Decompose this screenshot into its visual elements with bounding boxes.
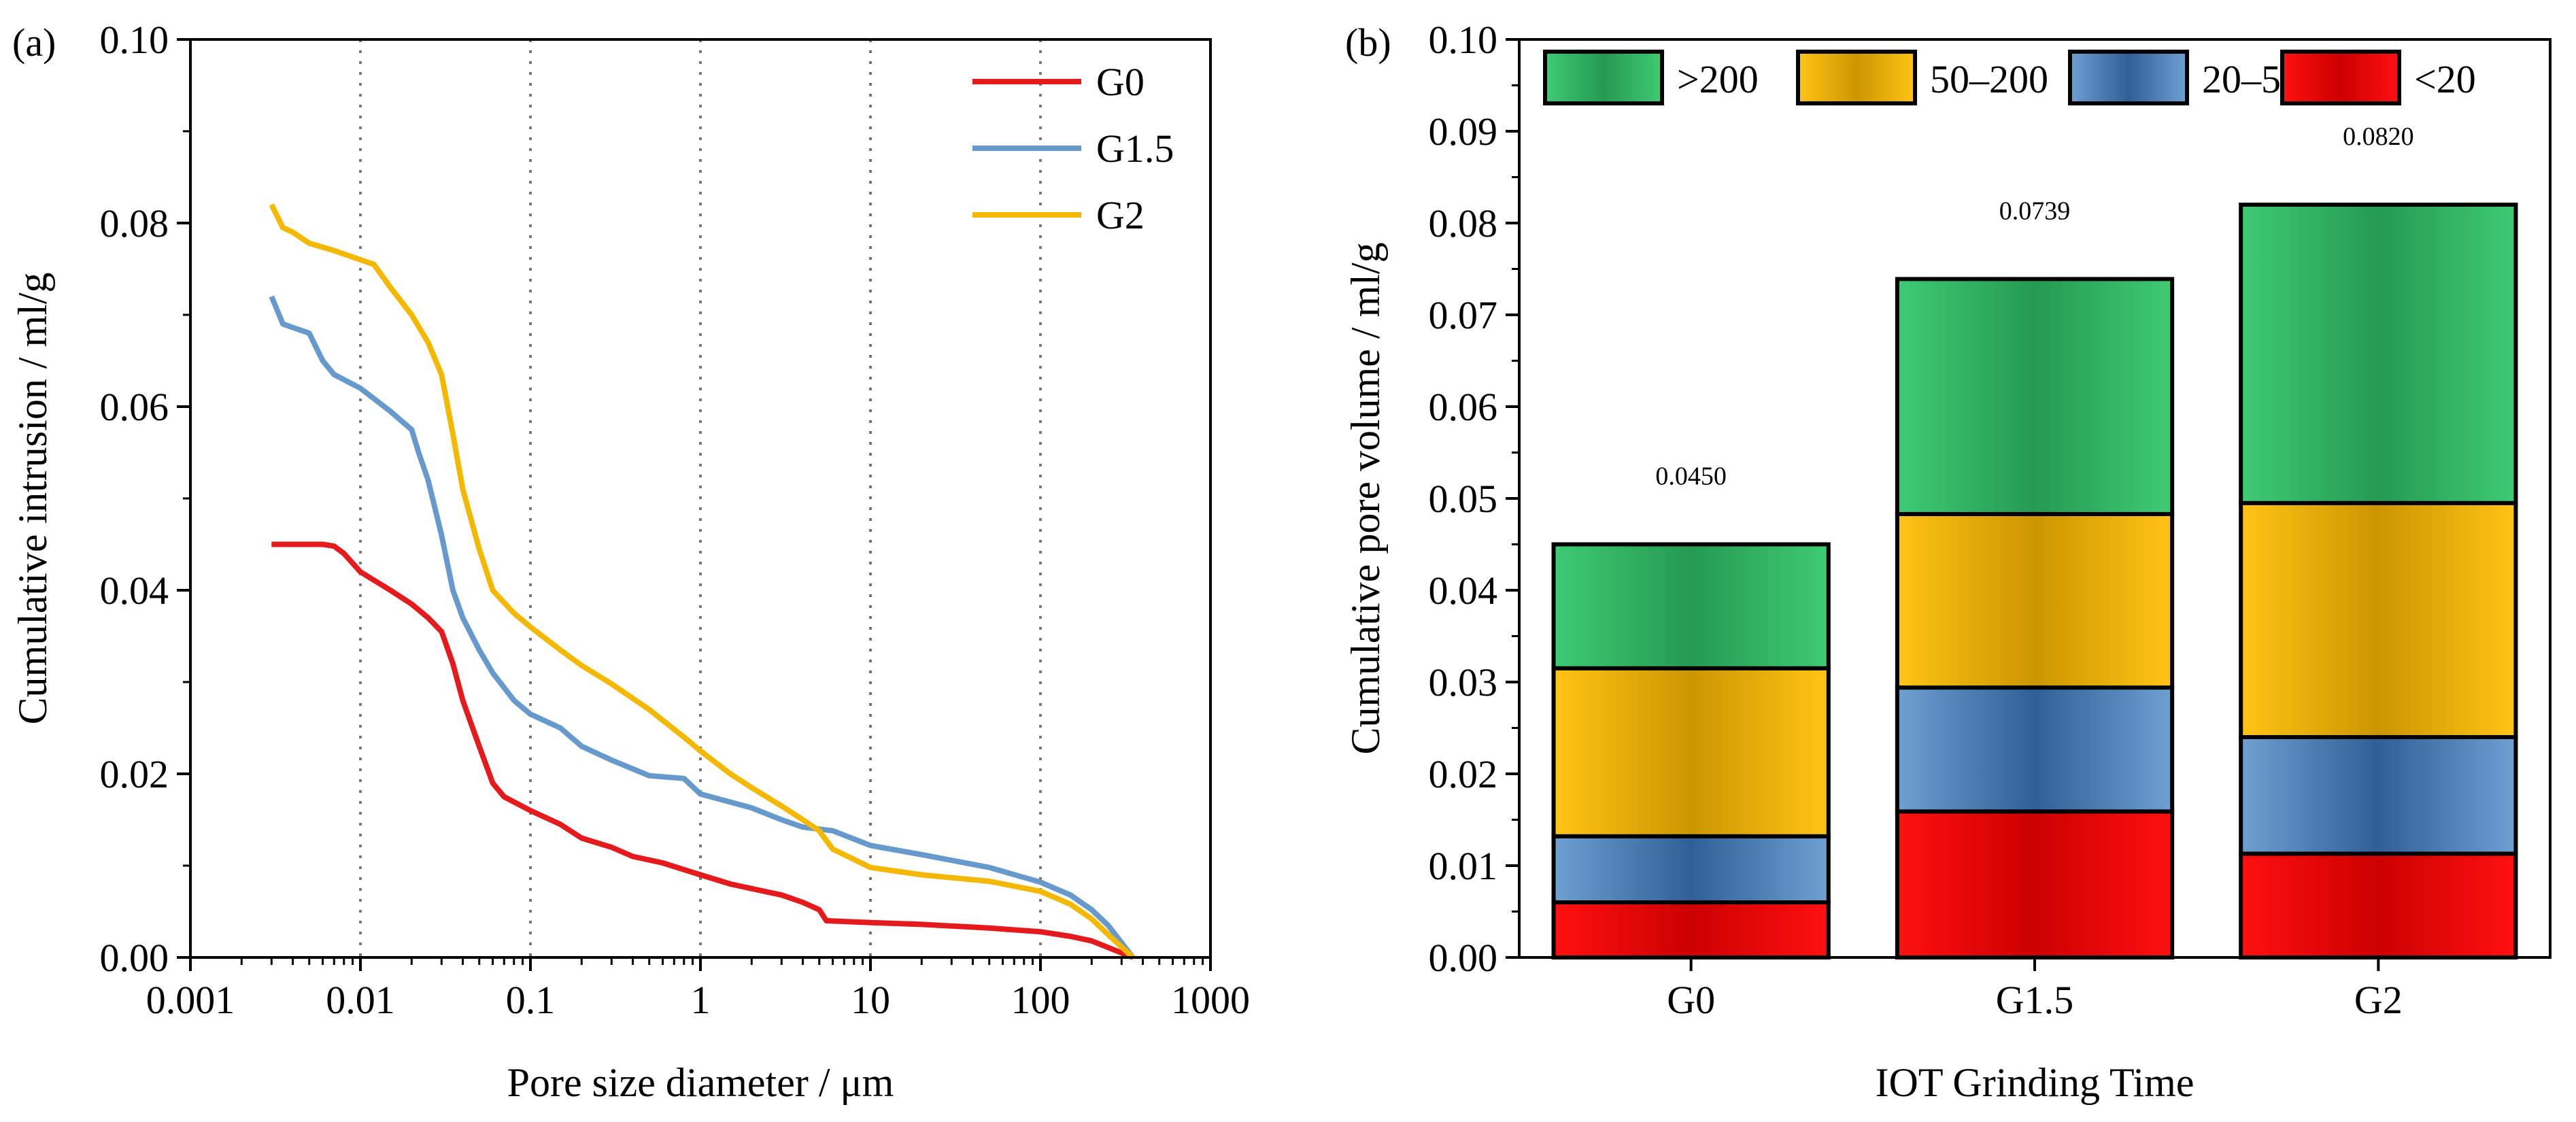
x-tick-label: G1.5 bbox=[1996, 978, 2073, 1022]
panel-a-y-axis-title: Cumulative intrusion / ml/g bbox=[10, 273, 55, 725]
legend-swatch-20–50 bbox=[2068, 50, 2189, 105]
panel-a-legend: G0 G1.5 G2 bbox=[972, 60, 1174, 237]
x-tick-label: G0 bbox=[1667, 978, 1715, 1022]
panel-b-bars bbox=[1551, 203, 2518, 959]
y-tick-label: 0.06 bbox=[100, 385, 169, 429]
bar-segment-G1.5->200 bbox=[1895, 277, 2175, 516]
panel-a-series-lines bbox=[269, 203, 1136, 960]
y-tick-label: 0.05 bbox=[1429, 477, 1498, 521]
series-line-G2 bbox=[269, 203, 1135, 959]
legend-label-G0: G0 bbox=[1096, 60, 1145, 104]
total-value-label: 0.0450 bbox=[1655, 462, 1727, 491]
bar-segment-G1.5-50–200 bbox=[1895, 511, 2175, 690]
y-tick-label: 0.02 bbox=[100, 752, 169, 796]
panel-b-x-axis: G0 G1.5 G2 bbox=[1667, 957, 2403, 1022]
bar-segment-G1.5-<20 bbox=[1895, 809, 2175, 959]
series-line-G1.5 bbox=[269, 295, 1136, 959]
legend-label->200: >200 bbox=[1677, 57, 1759, 101]
y-tick-label: 0.04 bbox=[100, 568, 169, 613]
y-tick-label: 0.09 bbox=[1429, 109, 1498, 154]
x-tick-label: 1000 bbox=[1171, 978, 1250, 1022]
x-tick-label: 0.001 bbox=[146, 978, 235, 1022]
panel-a-label: (a) bbox=[12, 20, 56, 65]
y-tick-label: 0.08 bbox=[1429, 201, 1498, 245]
legend-swatch-<20 bbox=[2280, 50, 2401, 105]
y-tick-label: 0.01 bbox=[1429, 844, 1498, 888]
x-tick-label: 0.01 bbox=[326, 978, 395, 1022]
bar-segment-G0-<20 bbox=[1551, 900, 1831, 959]
panel-a-x-axis-title: Pore size diameter / μm bbox=[507, 1060, 894, 1105]
legend-label-50–200: 50–200 bbox=[1930, 57, 2048, 101]
legend-label-G1.5: G1.5 bbox=[1096, 126, 1174, 171]
legend-swatch-50–200 bbox=[1796, 50, 1917, 105]
series-line-G0 bbox=[271, 541, 1134, 960]
y-tick-label: 0.04 bbox=[1429, 568, 1498, 613]
y-tick-label: 0.07 bbox=[1429, 293, 1498, 337]
panel-b-stacked-bar-chart: (b) 0.0450 0.0739 0.0820 G0 G1.5 G2 0.00 0.01… bbox=[1343, 18, 2552, 1105]
panel-a-y-axis: 0.00 0.02 0.04 0.06 0.08 0.10 bbox=[100, 18, 190, 980]
bar-segment-G1.5-20–50 bbox=[1895, 685, 2175, 814]
panel-a-x-axis: 0.001 0.01 0.1 1 10 100 1000 bbox=[146, 957, 1250, 1022]
y-tick-label: 0.02 bbox=[1429, 752, 1498, 796]
x-tick-label: 0.1 bbox=[506, 978, 556, 1022]
bar-segment-G2-<20 bbox=[2239, 851, 2518, 959]
y-tick-label: 0.00 bbox=[1429, 936, 1498, 980]
legend-swatch->200 bbox=[1543, 50, 1664, 105]
x-tick-label: 10 bbox=[851, 978, 890, 1022]
panel-a-grid bbox=[359, 39, 1042, 957]
y-tick-label: 0.06 bbox=[1429, 385, 1498, 429]
panel-b-total-labels: 0.0450 0.0739 0.0820 bbox=[1655, 122, 2413, 491]
panel-b-y-axis-title: Cumulative pore volume / ml/g bbox=[1343, 242, 1388, 754]
panel-b-x-axis-title: IOT Grinding Time bbox=[1876, 1060, 2194, 1105]
legend-label-<20: <20 bbox=[2414, 57, 2476, 101]
bar-segment-G0->200 bbox=[1551, 542, 1831, 670]
total-value-label: 0.0739 bbox=[1999, 197, 2071, 225]
x-tick-label: 1 bbox=[691, 978, 711, 1022]
bar-segment-G0-20–50 bbox=[1551, 834, 1831, 905]
bar-segment-G2-20–50 bbox=[2239, 735, 2518, 856]
y-tick-label: 0.10 bbox=[100, 18, 169, 62]
y-tick-label: 0.08 bbox=[100, 201, 169, 245]
y-tick-label: 0.03 bbox=[1429, 660, 1498, 704]
legend-label-G2: G2 bbox=[1096, 193, 1145, 237]
x-tick-label: 100 bbox=[1011, 978, 1070, 1022]
panel-b-label: (b) bbox=[1345, 20, 1391, 65]
y-tick-label: 0.10 bbox=[1429, 18, 1498, 62]
total-value-label: 0.0820 bbox=[2343, 122, 2414, 151]
y-tick-label: 0.00 bbox=[100, 936, 169, 980]
bar-segment-G2-50–200 bbox=[2239, 500, 2518, 739]
bar-segment-G0-50–200 bbox=[1551, 666, 1831, 838]
panel-b-y-axis: 0.00 0.01 0.02 0.03 0.04 0.05 0.06 0.07 0.08 0.09… bbox=[1429, 18, 1519, 980]
panel-b-legend: >200 50–200 20–50 <20 bbox=[1543, 50, 2476, 105]
bar-segment-G2->200 bbox=[2239, 203, 2518, 505]
panel-a-line-chart: (a) 0.001 0.01 0.1 1 10 100 1000 0.000.020.040… bbox=[10, 18, 1250, 1105]
x-tick-label: G2 bbox=[2354, 978, 2403, 1022]
